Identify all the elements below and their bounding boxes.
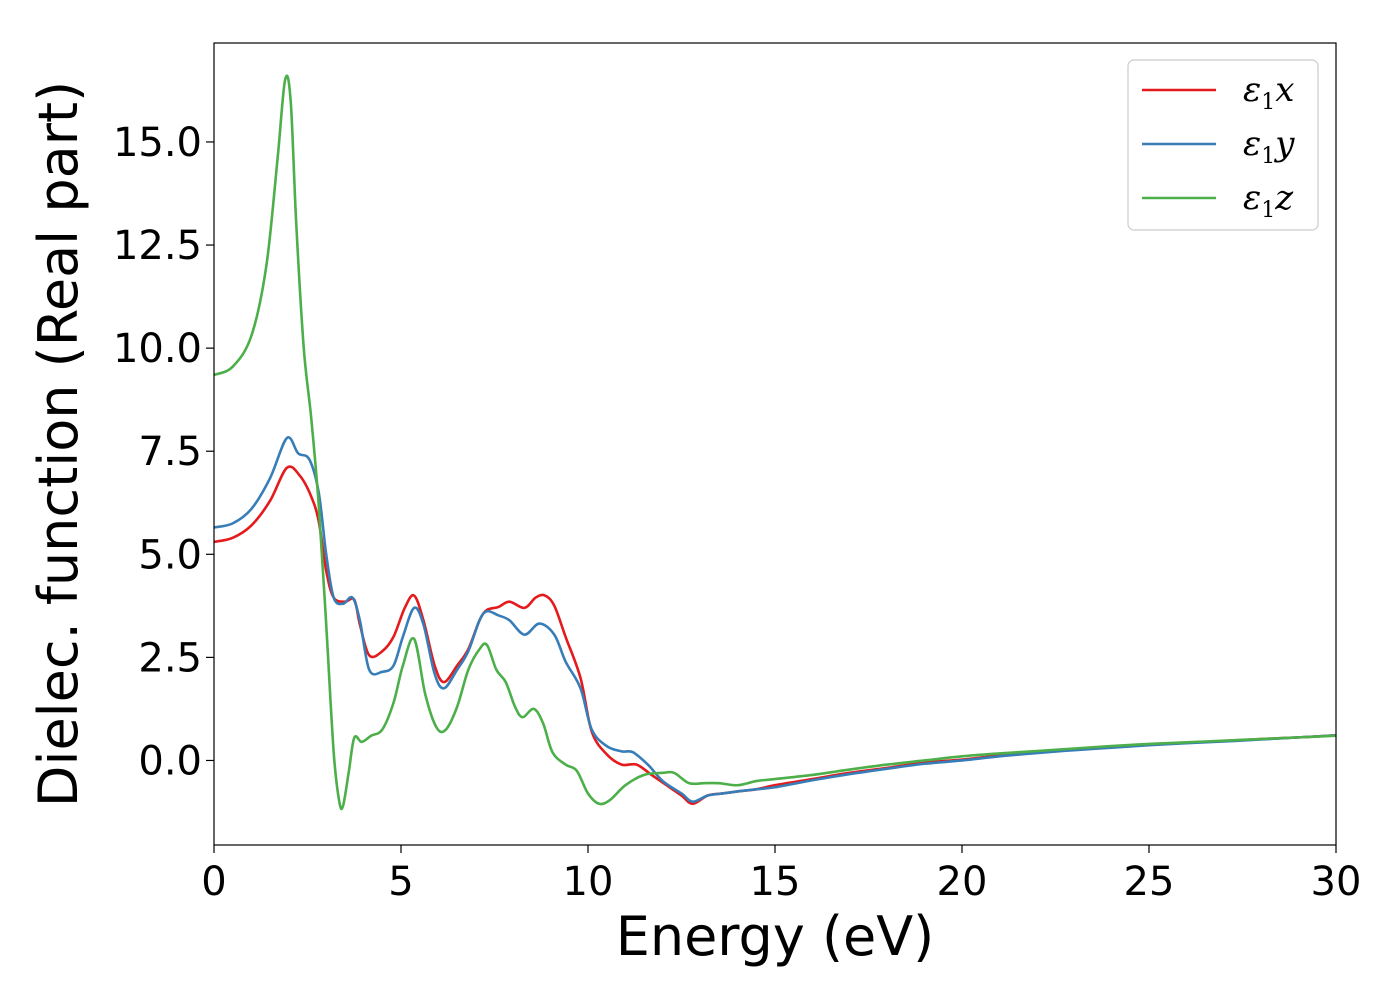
y-axis: 0.0 2.5 5.0 7.5 10.0 12.5 15.0 <box>113 120 214 784</box>
y-axis-title: Dielec. function (Real part) <box>27 81 90 807</box>
y-tick-label: 12.5 <box>113 223 202 269</box>
x-tick-label: 25 <box>1124 859 1175 905</box>
series-layer <box>214 74 1336 811</box>
y-tick-label: 10.0 <box>113 326 202 372</box>
y-tick-label: 5.0 <box>138 532 202 578</box>
legend-label: ε1x <box>1243 70 1294 115</box>
x-axis: 0 5 10 15 20 25 30 <box>201 845 1361 905</box>
x-axis-title: Energy (eV) <box>616 905 935 968</box>
y-tick-label: 2.5 <box>138 635 202 681</box>
x-tick-label: 0 <box>201 859 226 905</box>
y-tick-label: 0.0 <box>138 738 202 784</box>
legend-box <box>1127 59 1319 231</box>
x-tick-label: 5 <box>388 859 413 905</box>
x-tick-label: 15 <box>750 859 801 905</box>
legend-label: ε1y <box>1243 124 1295 169</box>
series-line-2 <box>214 436 1336 803</box>
legend-label: ε1z <box>1243 178 1294 223</box>
series-line-3 <box>214 74 1336 811</box>
x-tick-label: 10 <box>563 859 614 905</box>
y-tick-label: 7.5 <box>138 429 202 475</box>
x-tick-label: 30 <box>1311 859 1362 905</box>
legend: ε1x ε1y ε1z <box>1127 59 1319 231</box>
y-tick-label: 15.0 <box>113 120 202 166</box>
x-tick-label: 20 <box>937 859 988 905</box>
